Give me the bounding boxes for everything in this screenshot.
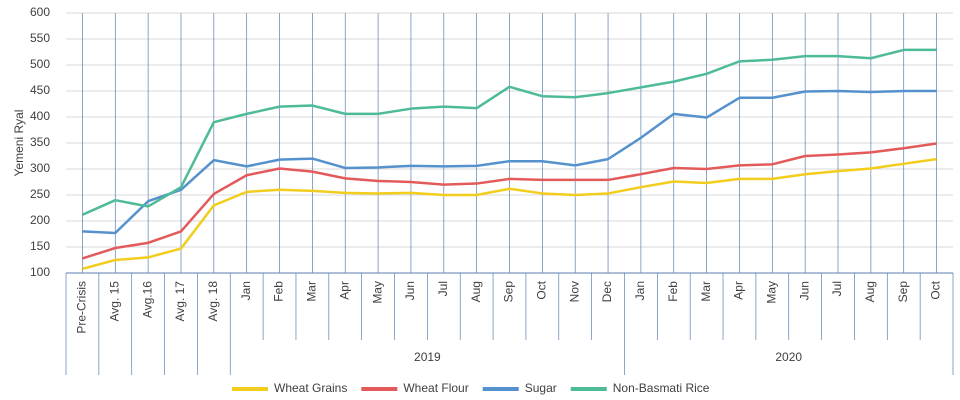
x-group-label: 2019 xyxy=(414,350,441,364)
series-line xyxy=(82,142,937,260)
y-tick-label: 300 xyxy=(30,161,50,175)
x-tick-label: Oct xyxy=(535,280,549,299)
y-tick-label: 200 xyxy=(30,213,50,227)
x-group-label: 2020 xyxy=(775,350,802,364)
x-tick-label: Aug xyxy=(863,281,877,302)
x-tick-label: Jul xyxy=(830,281,844,296)
x-tick-label: Avg. 18 xyxy=(206,281,220,322)
legend-label: Wheat Flour xyxy=(403,381,468,395)
y-tick-label: 250 xyxy=(30,187,50,201)
y-tick-label: 550 xyxy=(30,31,50,45)
x-tick-label: Jan xyxy=(239,281,253,300)
x-tick-label: Sep xyxy=(896,281,910,303)
x-tick-label: Jan xyxy=(633,281,647,300)
x-tick-label: Jun xyxy=(403,281,417,300)
x-tick-label: Feb xyxy=(272,281,286,302)
x-tick-label: Apr xyxy=(732,281,746,300)
x-tick-label: May xyxy=(370,281,384,304)
x-tick-label: Mar xyxy=(305,281,319,302)
x-tick-label: May xyxy=(764,281,778,304)
y-axis-label: Yemeni Ryal xyxy=(12,110,26,177)
series-line xyxy=(82,89,937,235)
y-tick-label: 100 xyxy=(30,265,50,279)
y-tick-label: 350 xyxy=(30,135,50,149)
x-tick-label: Dec xyxy=(600,281,614,302)
y-tick-label: 600 xyxy=(30,5,50,19)
series-line xyxy=(81,48,937,216)
legend-label: Wheat Grains xyxy=(274,381,347,395)
x-tick-label: Aug xyxy=(469,281,483,302)
series-line xyxy=(82,157,937,271)
x-tick-label: Nov xyxy=(567,281,581,302)
x-tick-label: Apr xyxy=(337,281,351,300)
y-tick-label: 150 xyxy=(30,239,50,253)
legend-label: Non-Basmati Rice xyxy=(613,381,710,395)
y-tick-label: 500 xyxy=(30,57,50,71)
x-tick-label: Feb xyxy=(666,281,680,302)
x-tick-label: Avg. 15 xyxy=(107,281,121,322)
x-tick-label: Sep xyxy=(502,281,516,303)
x-tick-label: Avg. 17 xyxy=(173,281,187,322)
x-tick-label: Mar xyxy=(699,281,713,302)
x-tick-label: Jun xyxy=(797,281,811,300)
x-tick-label: Pre-Crisis xyxy=(75,281,89,334)
x-tick-label: Avg.16 xyxy=(140,281,154,318)
x-tick-label: Oct xyxy=(929,280,943,299)
x-tick-label: Jul xyxy=(436,281,450,296)
y-tick-label: 400 xyxy=(30,109,50,123)
legend-label: Sugar xyxy=(525,381,557,395)
y-tick-label: 450 xyxy=(30,83,50,97)
